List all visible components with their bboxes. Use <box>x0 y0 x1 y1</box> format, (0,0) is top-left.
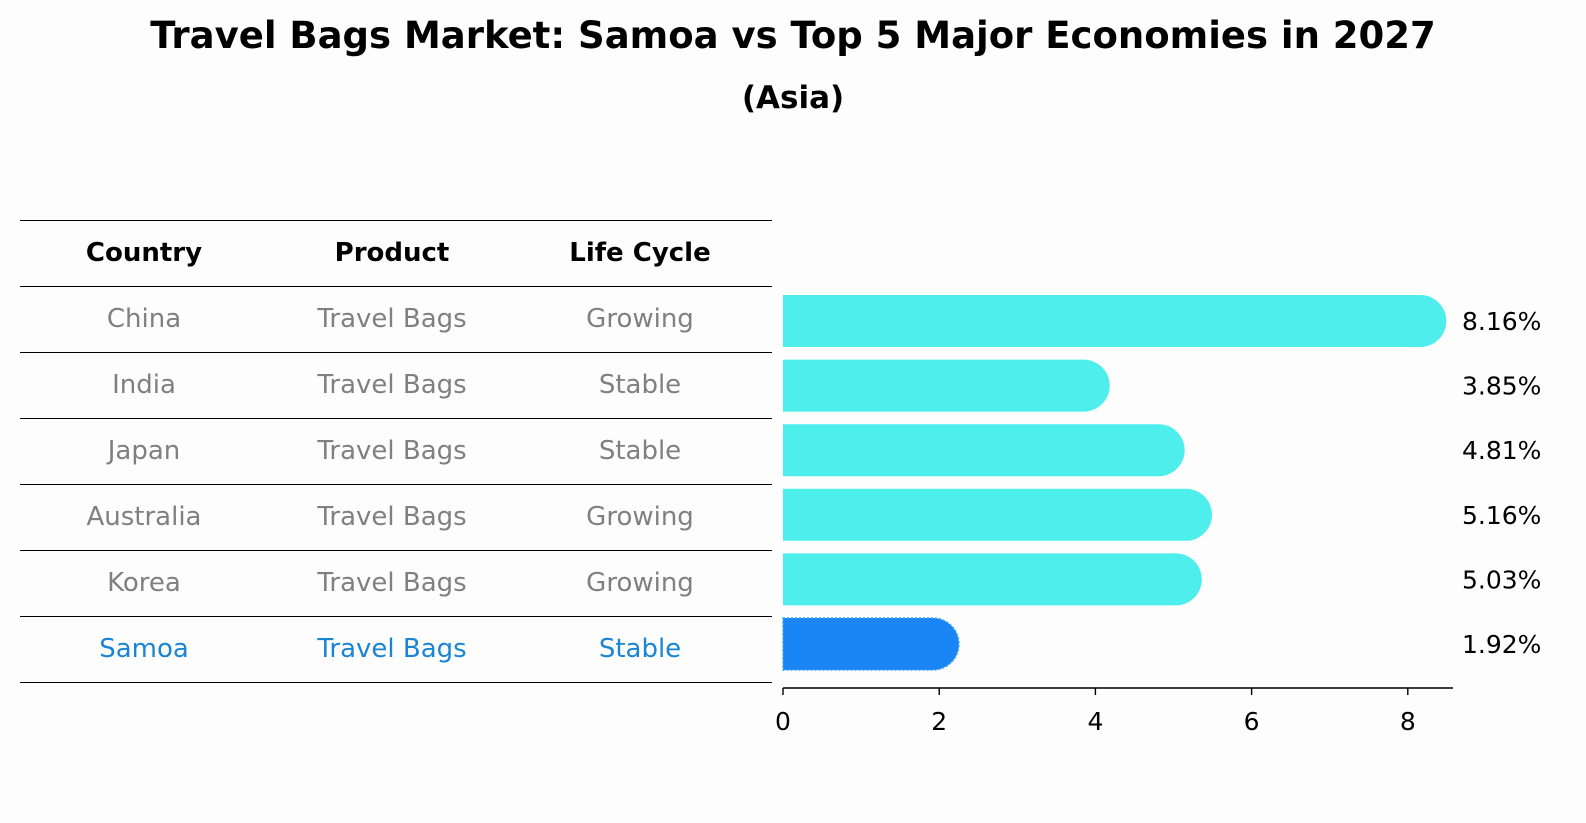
row-life-cycle: Growing <box>586 568 694 598</box>
x-tick-label: 6 <box>1244 707 1260 736</box>
row-country: Australia <box>86 502 202 532</box>
row-product: Travel Bags <box>317 568 467 598</box>
x-tick-label: 8 <box>1400 707 1416 736</box>
row-product: Travel Bags <box>317 436 467 466</box>
table-header-row: Country Product Life Cycle <box>20 220 772 286</box>
table-rule <box>20 484 772 485</box>
header-product: Product <box>334 238 450 268</box>
row-life-cycle: Stable <box>598 436 682 466</box>
row-country: India <box>112 370 176 400</box>
x-tick-label: 4 <box>1087 707 1103 736</box>
row-life-cycle: Stable <box>598 370 682 400</box>
table-rule <box>20 616 772 617</box>
x-tick-label: 2 <box>931 707 947 736</box>
table-row-highlight: Samoa Travel Bags Stable <box>20 616 772 682</box>
bar-value-label: 1.92% <box>1462 630 1541 659</box>
row-life-cycle: Growing <box>586 502 694 532</box>
bar-value-label: 3.85% <box>1462 372 1541 401</box>
table-row: India Travel Bags Stable <box>20 352 772 418</box>
row-country: China <box>106 304 182 334</box>
table-rule <box>20 682 772 683</box>
bar <box>782 617 960 671</box>
row-product: Travel Bags <box>317 304 467 334</box>
bar <box>783 488 1212 541</box>
table-row: Australia Travel Bags Growing <box>20 484 772 550</box>
bar-value-label: 8.16% <box>1462 307 1541 336</box>
chart-title: Travel Bags Market: Samoa vs Top 5 Major… <box>150 14 1436 57</box>
header-life-cycle: Life Cycle <box>569 238 711 268</box>
row-product: Travel Bags <box>317 502 467 532</box>
header-country: Country <box>85 238 203 268</box>
bar-value-label: 5.03% <box>1462 565 1541 594</box>
x-tick-label: 0 <box>775 707 791 736</box>
table-rule <box>20 550 772 551</box>
table-row: Japan Travel Bags Stable <box>20 418 772 484</box>
row-country: Samoa <box>99 634 189 664</box>
table-rule <box>20 286 772 287</box>
bar <box>783 424 1185 477</box>
chart-subtitle: (Asia) <box>741 80 845 116</box>
table-row: China Travel Bags Growing <box>20 286 772 352</box>
table-rule <box>20 352 772 353</box>
row-life-cycle: Growing <box>586 304 694 334</box>
bar <box>783 359 1110 412</box>
table-rule <box>20 418 772 419</box>
bar <box>783 295 1447 347</box>
table-row: Korea Travel Bags Growing <box>20 550 772 616</box>
table-rule <box>20 220 772 221</box>
row-life-cycle: Stable <box>598 634 682 664</box>
bar <box>783 553 1202 606</box>
bar-value-label: 4.81% <box>1462 436 1541 465</box>
bar-value-label: 5.16% <box>1462 501 1541 530</box>
row-product: Travel Bags <box>317 634 467 664</box>
country-table: Country Product Life Cycle China Travel … <box>20 220 772 682</box>
row-product: Travel Bags <box>317 370 467 400</box>
row-country: Japan <box>107 436 181 466</box>
row-country: Korea <box>107 568 181 598</box>
